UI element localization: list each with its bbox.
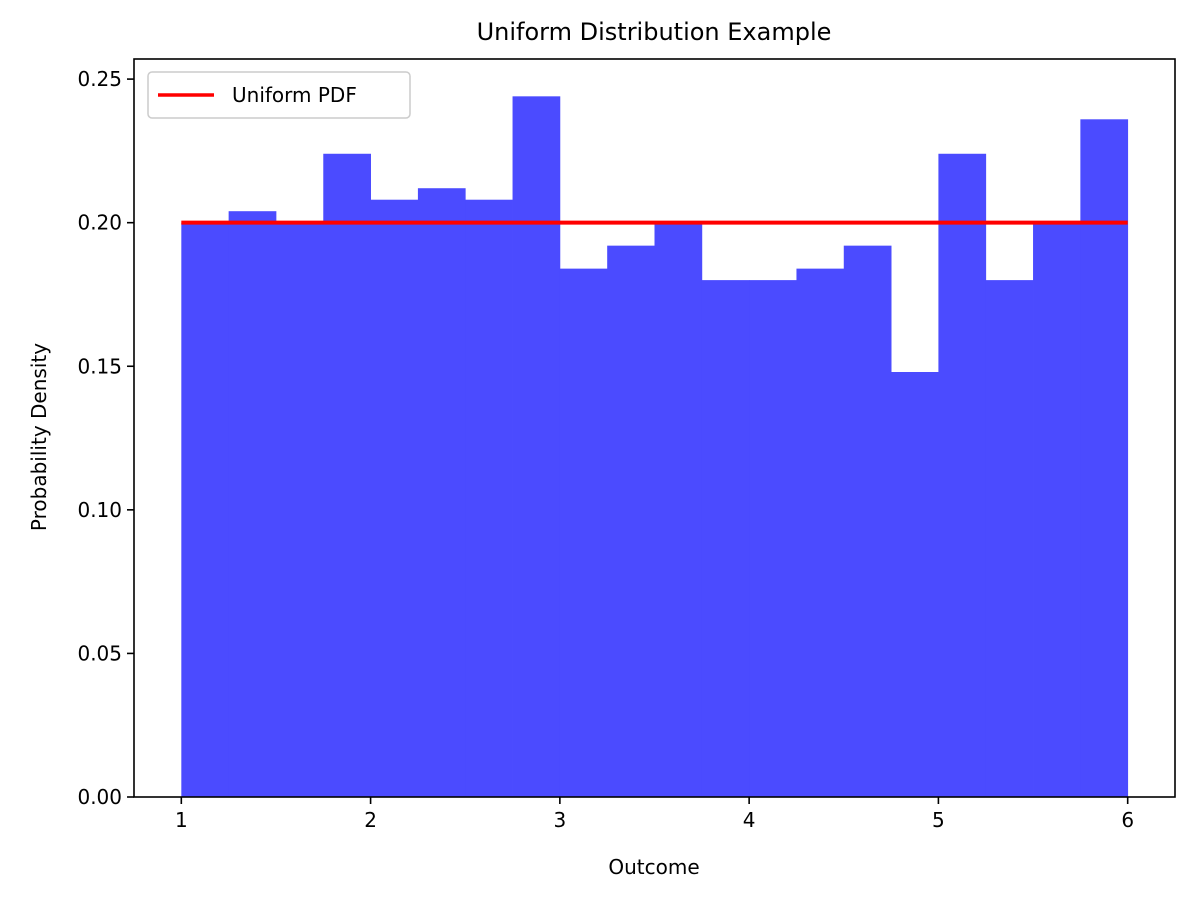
histogram-bar <box>275 222 324 798</box>
histogram-bar <box>607 245 655 798</box>
histogram-bar <box>938 153 987 798</box>
chart-title: Uniform Distribution Example <box>477 18 832 46</box>
histogram-bar <box>1033 222 1081 798</box>
y-tick-label: 0.10 <box>77 498 122 522</box>
y-tick-label: 0.20 <box>77 211 122 235</box>
histogram-bar <box>796 268 845 797</box>
histogram-bar <box>228 211 277 797</box>
histogram-bar <box>749 280 797 797</box>
y-axis-label: Probability Density <box>27 343 51 531</box>
histogram-bar <box>701 280 750 797</box>
y-tick-label: 0.05 <box>77 641 122 665</box>
y-tick-label: 0.15 <box>77 354 122 378</box>
histogram-bar <box>843 245 892 798</box>
x-tick-label: 6 <box>1121 808 1134 832</box>
histogram-bar <box>417 188 466 797</box>
histogram-bar <box>370 199 419 797</box>
histogram-bar <box>891 372 939 797</box>
y-axis-ticks: 0.00 0.05 0.10 0.15 0.20 0.25 <box>77 67 134 809</box>
x-tick-label: 1 <box>175 808 188 832</box>
x-tick-label: 5 <box>932 808 945 832</box>
x-tick-label: 3 <box>553 808 566 832</box>
histogram-bar <box>985 280 1034 797</box>
x-axis-label: Outcome <box>608 855 699 879</box>
legend: Uniform PDF <box>147 71 411 119</box>
histogram-bars <box>181 96 1129 798</box>
plot-frame <box>133 58 1176 798</box>
x-tick-label: 2 <box>364 808 377 832</box>
histogram-bar <box>559 268 608 797</box>
x-axis-ticks: 1 2 3 4 5 6 <box>175 797 1134 832</box>
histogram-bar <box>654 222 703 798</box>
legend-label-uniform-pdf: Uniform PDF <box>232 83 357 107</box>
histogram-bar <box>181 222 230 798</box>
x-tick-label: 4 <box>743 808 756 832</box>
histogram-bar <box>465 199 513 797</box>
histogram-bar <box>1080 119 1129 797</box>
y-tick-label: 0.25 <box>77 67 122 91</box>
legend-box <box>147 71 411 119</box>
y-tick-label: 0.00 <box>77 785 122 809</box>
histogram-bar <box>323 153 371 798</box>
histogram-bar <box>512 96 561 797</box>
